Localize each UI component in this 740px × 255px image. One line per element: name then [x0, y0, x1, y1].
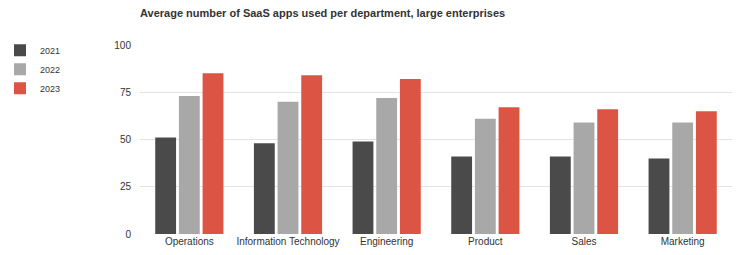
- svg-text:Engineering: Engineering: [360, 236, 413, 247]
- svg-text:Product: Product: [468, 236, 503, 247]
- svg-text:2021: 2021: [40, 46, 60, 56]
- svg-text:75: 75: [120, 87, 132, 98]
- svg-text:0: 0: [125, 229, 131, 240]
- svg-text:25: 25: [120, 181, 132, 192]
- svg-text:Operations: Operations: [165, 236, 214, 247]
- svg-text:2023: 2023: [40, 84, 60, 94]
- svg-text:100: 100: [114, 40, 131, 51]
- svg-text:Information Technology: Information Technology: [236, 236, 339, 247]
- svg-text:Average number of SaaS apps us: Average number of SaaS apps used per dep…: [140, 7, 505, 19]
- svg-text:Sales: Sales: [571, 236, 596, 247]
- svg-text:50: 50: [120, 134, 132, 145]
- svg-text:Marketing: Marketing: [661, 236, 705, 247]
- svg-text:2022: 2022: [40, 65, 60, 75]
